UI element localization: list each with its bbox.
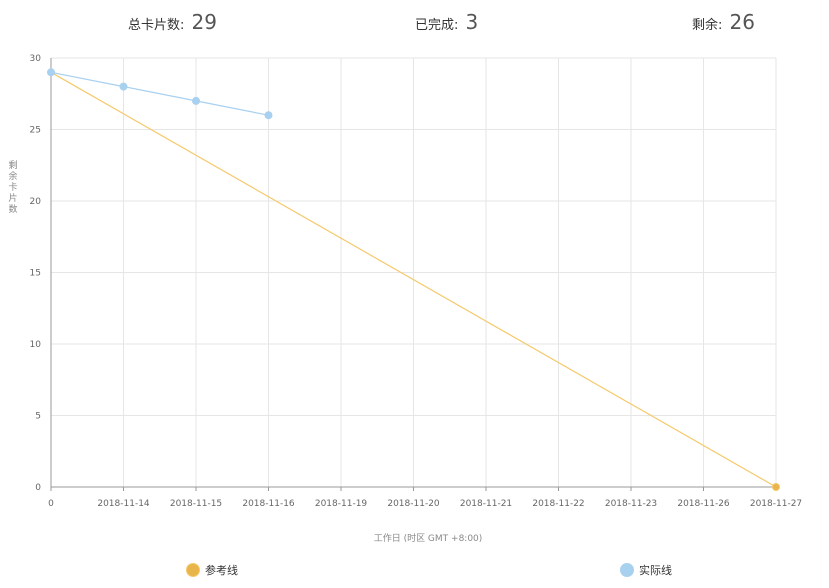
y-tick-label: 20 — [30, 197, 42, 207]
total-cards-stat: 总卡片数: 29 — [128, 10, 217, 34]
total-cards-value: 29 — [191, 10, 217, 34]
x-tick-label: 2018-11-16 — [242, 499, 295, 509]
series-point-1 — [264, 111, 273, 120]
series-point-1 — [47, 68, 55, 77]
series-point-1 — [119, 82, 128, 91]
series-point-1 — [192, 96, 200, 105]
remaining-stat: 剩余: 26 — [692, 10, 755, 34]
x-tick-label: 2018-11-20 — [387, 499, 440, 509]
y-tick-label: 15 — [30, 269, 41, 279]
x-tick-label: 2018-11-21 — [460, 499, 512, 509]
chart-series — [47, 68, 780, 491]
completed-label: 已完成: — [415, 18, 459, 33]
legend-label-actual: 实际线 — [639, 564, 672, 577]
y-axis-title-char: 数 — [8, 203, 17, 215]
series-line-0 — [50, 71, 777, 488]
y-axis-title-char: 剩 — [8, 159, 17, 171]
chart-legend: 参考线 实际线 — [0, 562, 829, 582]
legend-marker-actual — [620, 563, 634, 577]
chart-grid — [51, 57, 777, 487]
x-tick-label: 0 — [48, 499, 54, 509]
x-axis-title: 工作日 (时区 GMT +8:00) — [374, 532, 483, 544]
x-tick-label: 2018-11-15 — [170, 499, 222, 509]
summary-stats: 总卡片数: 29 已完成: 3 剩余: 26 — [0, 0, 829, 48]
y-tick-label: 10 — [30, 340, 42, 350]
chart-tick-labels: 0 5 10 15 20 25 30 0 2018-11-14 2018-11-15 2018-11… — [30, 54, 803, 509]
x-tick-label: 2018-11-19 — [315, 499, 368, 509]
y-tick-label: 25 — [30, 126, 41, 136]
remaining-label: 剩余: — [692, 18, 723, 33]
x-tick-label: 2018-11-27 — [750, 499, 802, 509]
legend-item-reference[interactable]: 参考线 — [186, 562, 238, 578]
x-tick-label: 2018-11-26 — [677, 499, 730, 509]
y-axis-title-char: 余 — [8, 170, 17, 182]
remaining-value: 26 — [729, 10, 755, 34]
legend-label-reference: 参考线 — [205, 564, 238, 577]
x-tick-label: 2018-11-14 — [97, 499, 150, 509]
legend-item-actual[interactable]: 实际线 — [620, 562, 672, 578]
y-axis-title-char: 片 — [8, 192, 17, 204]
y-axis-title-char: 卡 — [8, 181, 17, 193]
completed-value: 3 — [465, 10, 479, 34]
completed-stat: 已完成: 3 — [415, 10, 478, 34]
y-tick-label: 30 — [30, 54, 42, 64]
y-tick-label: 5 — [35, 412, 41, 422]
x-tick-label: 2018-11-23 — [605, 499, 657, 509]
y-tick-label: 0 — [35, 483, 41, 493]
x-tick-label: 2018-11-22 — [532, 499, 584, 509]
legend-marker-reference — [186, 563, 200, 577]
series-line-1 — [50, 71, 269, 116]
series-point-0 — [772, 483, 780, 491]
total-cards-label: 总卡片数: — [128, 18, 185, 33]
